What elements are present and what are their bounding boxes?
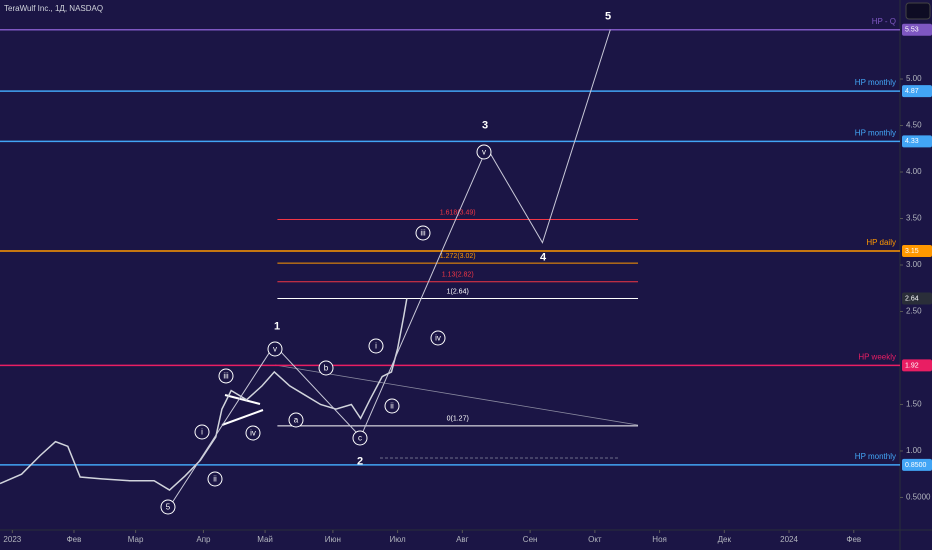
wave-label: iii	[223, 372, 229, 381]
wave-circle	[207, 471, 223, 487]
x-tick-label: Май	[257, 535, 273, 544]
x-tick-label: Окт	[588, 535, 602, 544]
wave-circle	[245, 425, 261, 441]
wave-label: a	[294, 416, 299, 425]
price-tag-label: 3.15	[905, 248, 919, 255]
wave-label: 5	[605, 10, 611, 22]
price-tag	[902, 245, 932, 258]
price-line	[0, 298, 408, 491]
x-tick-label: Июл	[389, 535, 406, 544]
wave-circle	[430, 330, 446, 346]
y-tick-label: 1.50	[906, 400, 922, 409]
wave-label: c	[358, 434, 362, 443]
wave-circle	[368, 338, 384, 354]
fib-label: 1.618(3.49)	[440, 209, 476, 216]
fib-label: 1.13(2.82)	[442, 272, 474, 279]
price-tag	[902, 23, 932, 36]
price-tag-label: 4.33	[905, 138, 919, 145]
wave-path	[169, 29, 611, 508]
fib-label: 1.272(3.02)	[440, 253, 476, 260]
y-tick-label: 1.00	[906, 446, 922, 455]
wave-circle	[384, 398, 400, 414]
x-tick-label: Июн	[325, 535, 341, 544]
x-tick-label: 2023	[3, 535, 21, 544]
level-label: HP daily	[866, 238, 896, 247]
wave-label: 2	[357, 455, 363, 467]
fib-label: 0(1.27)	[447, 416, 469, 423]
wave-circle	[218, 368, 234, 384]
wave-circle	[476, 144, 492, 160]
x-tick-label: Мар	[128, 535, 144, 544]
wave-label: i	[201, 428, 203, 437]
wave-circle	[288, 412, 304, 428]
price-tag	[902, 359, 932, 372]
x-tick-label: Ноя	[652, 535, 667, 544]
wave-label: iv	[250, 429, 256, 438]
x-tick-label: Апр	[196, 535, 211, 544]
price-tag	[902, 458, 932, 471]
x-tick-label: Авг	[456, 535, 469, 544]
y-tick-label: 5.00	[906, 74, 922, 83]
wave-label: iv	[435, 334, 441, 343]
wave-circle	[160, 499, 176, 515]
x-tick-label: Фев	[846, 535, 861, 544]
wave-circle	[267, 341, 283, 357]
price-tag-label: 5.53	[905, 27, 919, 34]
wave-circle	[318, 360, 334, 376]
y-tick-label: 0.5000	[906, 493, 931, 502]
price-tag-label: 1.92	[905, 362, 919, 369]
wave-circle	[194, 424, 210, 440]
price-tag-label: 0.8500	[905, 462, 927, 469]
chart-title: TeraWulf Inc., 1Д, NASDAQ	[4, 4, 103, 13]
last-price-tag	[902, 292, 932, 305]
level-label: HP monthly	[855, 128, 896, 137]
x-tick-label: Фев	[67, 535, 82, 544]
wave-circle	[415, 225, 431, 241]
x-tick-label: Сен	[523, 535, 538, 544]
level-label: HP - Q	[872, 17, 896, 26]
y-tick-label: 4.00	[906, 167, 922, 176]
fib-label: 1(2.64)	[447, 288, 469, 295]
triangle-line	[221, 409, 264, 426]
level-label: HP weekly	[858, 353, 896, 362]
price-tag	[902, 85, 932, 98]
wave-label: 5	[166, 503, 171, 512]
wave-label: 3	[482, 119, 488, 131]
wave-label: 1	[274, 320, 280, 332]
corner-button[interactable]	[905, 2, 931, 20]
wave-label: iii	[420, 229, 426, 238]
wave-circle	[352, 430, 368, 446]
wave-label: i	[375, 342, 377, 351]
wave-label: v	[273, 345, 277, 354]
y-tick-label: 3.50	[906, 214, 922, 223]
x-tick-label: 2024	[780, 535, 798, 544]
wave-label: v	[482, 148, 486, 157]
wave-label: b	[324, 364, 329, 373]
x-tick-label: Дек	[718, 535, 732, 544]
last-price-label: 2.64	[905, 295, 919, 302]
y-tick-label: 4.50	[906, 121, 922, 130]
trend-line	[274, 364, 639, 426]
level-label: HP monthly	[855, 452, 896, 461]
wave-label: ii	[213, 475, 217, 484]
y-tick-label: 3.00	[906, 260, 922, 269]
level-label: HP monthly	[855, 78, 896, 87]
y-tick-label: 2.50	[906, 307, 922, 316]
price-tag-label: 4.87	[905, 88, 919, 95]
price-tag	[902, 135, 932, 148]
wave-label: ii	[390, 402, 394, 411]
wave-label: 4	[540, 251, 547, 263]
triangle-line	[224, 394, 261, 405]
